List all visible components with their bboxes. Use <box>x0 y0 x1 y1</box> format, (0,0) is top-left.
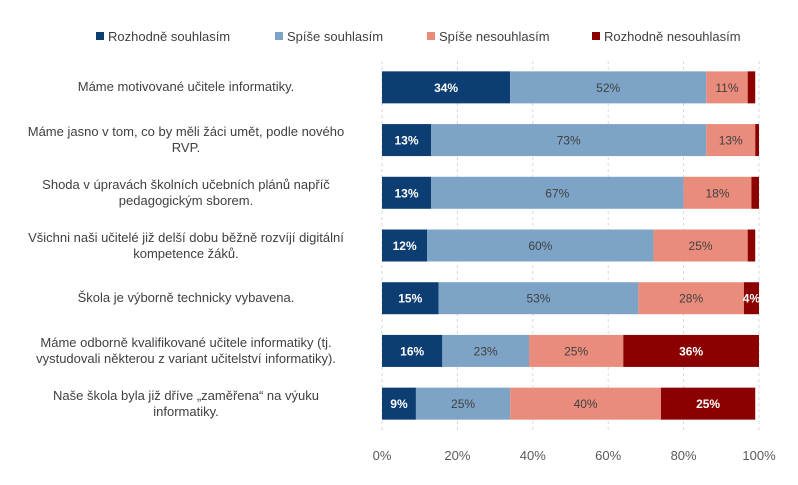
data-label: 73% <box>557 134 581 148</box>
bar-segment <box>529 334 624 367</box>
data-label: 23% <box>474 344 498 358</box>
bar-segment <box>706 124 756 157</box>
bar-segment <box>382 334 443 367</box>
category-label-line: Máme motivované učitele informatiky. <box>77 79 295 95</box>
data-label: 18% <box>706 186 730 200</box>
bar-segment <box>382 387 416 420</box>
legend-item: Spíše nesouhlasím <box>427 27 550 45</box>
legend-item: Spíše souhlasím <box>275 27 383 45</box>
legend-label: Rozhodně nesouhlasím <box>604 28 741 44</box>
legend-label: Rozhodně souhlasím <box>108 28 231 44</box>
category-label-line: vystudovali některou z variant učitelstv… <box>36 350 336 366</box>
data-label: 52% <box>596 81 620 95</box>
bar-segment <box>638 282 744 315</box>
category-label-line: pedagogickým sborem. <box>118 192 254 208</box>
bar-segment <box>510 387 661 420</box>
x-tick-label: 20% <box>444 448 470 463</box>
bar-segment <box>683 176 752 209</box>
x-tick-label: 100% <box>742 448 776 463</box>
x-tick-label: 60% <box>595 448 621 463</box>
data-label: 25% <box>451 397 475 411</box>
bar-segment <box>438 282 639 315</box>
data-label: 11% <box>715 81 738 95</box>
bar-segment <box>747 229 756 262</box>
x-tick-label: 80% <box>671 448 697 463</box>
data-label: 12% <box>393 239 417 253</box>
bar-segment <box>442 334 530 367</box>
data-label: 40% <box>574 397 598 411</box>
data-label: 13% <box>394 186 418 200</box>
data-label: 13% <box>394 134 418 148</box>
category-label-line: Škola je výborně technicky vybavena. <box>77 290 295 306</box>
bar-segment <box>755 124 759 157</box>
bar-segment <box>743 282 759 315</box>
x-tick-label: 0% <box>373 448 392 463</box>
legend-item: Rozhodně nesouhlasím <box>592 27 741 45</box>
category-label-line: Máme jasno v tom, co by měli žáci umět, … <box>27 124 345 140</box>
category-label: Škola je výborně technicky vybavena. <box>10 290 362 306</box>
category-label: Máme odborně kvalifikované učitele infor… <box>10 335 362 367</box>
bar-segment <box>660 387 756 420</box>
bar-segment <box>510 71 707 104</box>
data-label: 28% <box>679 292 703 306</box>
bar-segment <box>751 176 759 209</box>
category-label: Naše škola byla již dříve „zaměřena“ na … <box>10 388 362 420</box>
category-label: Všichni naši učitelé již delší dobu běžn… <box>10 230 362 262</box>
legend-label: Spíše souhlasím <box>287 28 384 44</box>
data-label: 60% <box>528 239 552 253</box>
data-label: 53% <box>526 292 550 306</box>
bar-segment <box>706 71 748 104</box>
category-label-line: kompetence žáků. <box>133 245 239 261</box>
category-label-line: RVP. <box>171 140 201 156</box>
bar-segment <box>431 124 707 157</box>
data-label: 25% <box>689 239 713 253</box>
x-tick-label: 40% <box>520 448 546 463</box>
legend-swatch <box>427 32 435 40</box>
data-label: 67% <box>545 186 569 200</box>
category-label: Máme motivované učitele informatiky. <box>10 79 362 95</box>
data-label: 4% <box>743 292 761 306</box>
bar-segment <box>623 334 759 367</box>
category-label-line: informatiky. <box>153 403 219 419</box>
legend-item: Rozhodně souhlasím <box>96 27 230 45</box>
legend-swatch <box>275 32 283 40</box>
data-label: 25% <box>564 344 588 358</box>
bar-segment <box>747 71 756 104</box>
category-label-line: Naše škola byla již dříve „zaměřena“ na … <box>53 387 319 403</box>
category-label-line: Shoda v úpravách školních učebních plánů… <box>42 176 330 192</box>
data-label: 25% <box>696 397 720 411</box>
data-label: 9% <box>390 397 408 411</box>
legend-swatch <box>96 32 104 40</box>
bar-segment <box>415 387 511 420</box>
bar-segment <box>427 229 654 262</box>
bar-segment <box>382 176 432 209</box>
bar-segment <box>653 229 748 262</box>
data-label: 34% <box>434 81 458 95</box>
bar-segment <box>382 71 511 104</box>
category-label-line: Máme odborně kvalifikované učitele infor… <box>40 334 332 350</box>
bar-segment <box>431 176 684 209</box>
data-label: 15% <box>398 292 422 306</box>
bar-segment <box>382 282 439 315</box>
data-label: 16% <box>400 344 424 358</box>
category-label-line: Všichni naši učitelé již delší dobu běžn… <box>28 229 344 245</box>
bar-segment <box>382 124 432 157</box>
category-label: Máme jasno v tom, co by měli žáci umět, … <box>10 124 362 156</box>
bar-segment <box>382 229 428 262</box>
data-label: 13% <box>719 134 743 148</box>
legend-swatch <box>592 32 600 40</box>
data-label: 36% <box>679 344 703 358</box>
legend-label: Spíše nesouhlasím <box>439 28 550 44</box>
category-label: Shoda v úpravách školních učebních plánů… <box>10 177 362 209</box>
